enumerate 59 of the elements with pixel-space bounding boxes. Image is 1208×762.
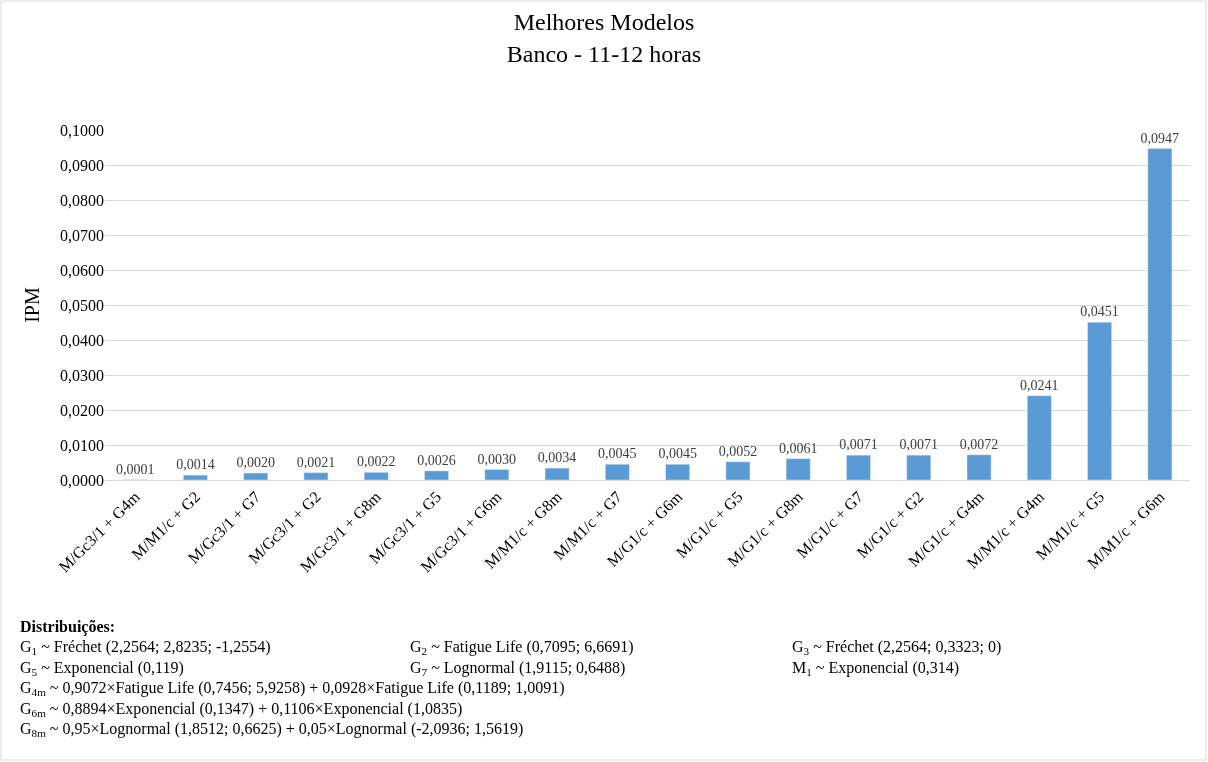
y-tick-label: 0,0100: [60, 436, 104, 454]
data-label: 0,0451: [1080, 304, 1119, 320]
data-label: 0,0034: [537, 450, 577, 466]
data-label: 0,0021: [296, 454, 336, 470]
data-label: 0,0045: [658, 446, 697, 462]
data-label: 0,0071: [839, 437, 878, 453]
data-label: 0,0052: [718, 443, 758, 459]
data-label: 0,0947: [1140, 130, 1180, 146]
data-label: 0,0014: [176, 457, 215, 473]
bar: [484, 469, 510, 480]
y-tick-label: 0,0300: [60, 366, 104, 384]
text: G$_{3}$ ~ Fréchet (2,2564; 0,3323; 0): [792, 638, 1002, 658]
bar: [906, 454, 932, 480]
y-tick-label: 0,1000: [60, 121, 104, 139]
bar: [785, 458, 811, 480]
text: Distribuições:: [20, 618, 116, 636]
text: G$_{4m}$ ~ 0,9072×Fatigue Life (0,7456; 5,9258) + 0,0928×Fatigue Life (0,1189; 1,0091): [20, 679, 565, 699]
data-label: 0,0001: [115, 461, 155, 477]
bar: [183, 474, 208, 480]
bar: [363, 472, 389, 480]
data-label: 0,0022: [357, 454, 396, 470]
text: G$_{5}$ ~ Exponencial (0,119): [20, 659, 184, 679]
y-tick-label: 0,0700: [60, 226, 104, 244]
text: G$_{6m}$ ~ 0,8894×Exponencial (0,1347) + 0,1106×Exponencial (1,0835): [20, 700, 463, 720]
text: G$_{1}$ ~ Fréchet (2,2564; 2,8235; -1,2554): [20, 638, 271, 658]
y-tick-label: 0,0900: [60, 156, 104, 174]
data-label: 0,0020: [236, 455, 275, 470]
bar: [725, 461, 751, 480]
y-tick-label: 0,0200: [60, 401, 104, 419]
data-label: 0,0030: [477, 451, 517, 467]
data-label: 0,0045: [598, 446, 637, 462]
bar: [424, 470, 449, 480]
bar: [1027, 395, 1052, 480]
bar: [303, 472, 329, 480]
data-label: 0,0071: [899, 437, 938, 453]
bar: [544, 467, 570, 480]
y-tick-label: 0,0800: [60, 191, 104, 209]
text: G$_{2}$ ~ Fatigue Life (0,7095; 6,6691): [410, 638, 634, 658]
y-tick-label: 0,0400: [60, 331, 104, 349]
bar: [605, 464, 630, 480]
text: G$_{7}$ ~ Lognormal (1,9115; 0,6488): [410, 659, 626, 679]
bar: [1147, 148, 1173, 480]
y-tick-label: 0,0000: [60, 471, 104, 489]
text: M$_{1}$ ~ Exponencial (0,314): [792, 659, 960, 679]
y-axis-title: IPM: [20, 287, 43, 323]
chart-title: Melhores Modelos: [513, 9, 695, 36]
bar: [846, 454, 871, 480]
bar: [1087, 321, 1112, 480]
y-tick-label: 0,0600: [60, 261, 104, 279]
y-tick-label: 0,0500: [60, 296, 104, 314]
data-label: 0,0241: [1020, 377, 1059, 393]
bar: [665, 464, 690, 480]
text: G$_{8m}$ ~ 0,95×Lognormal (1,8512; 0,6625) + 0,05×Lognormal (-2,0936; 1,5619): [20, 720, 524, 740]
data-label: 0,0026: [417, 452, 456, 468]
data-label: 0,0072: [959, 436, 999, 452]
bar: [966, 454, 992, 480]
bar: [243, 472, 268, 480]
chart-subtitle: Banco - 11-12 horas: [506, 40, 702, 67]
data-label: 0,0061: [778, 440, 818, 456]
